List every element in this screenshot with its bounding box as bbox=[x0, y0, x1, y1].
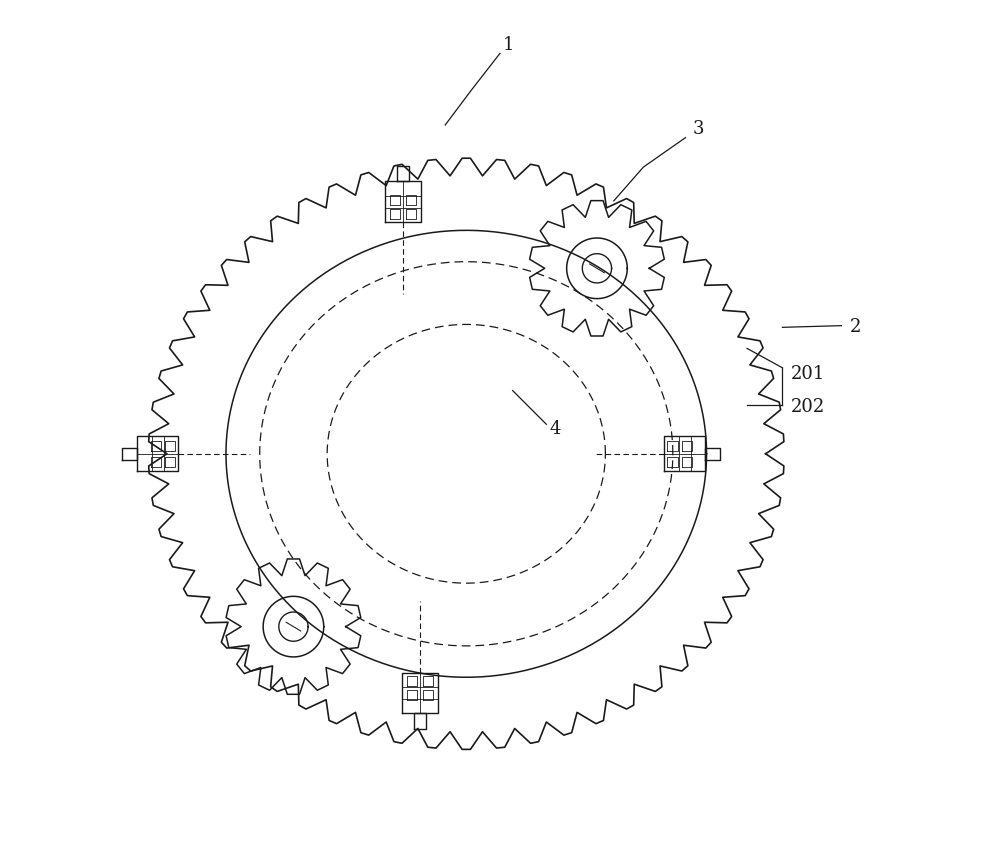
Text: 4: 4 bbox=[549, 419, 560, 438]
Text: 201: 201 bbox=[791, 365, 825, 383]
Text: 3: 3 bbox=[692, 120, 704, 138]
Text: 1: 1 bbox=[503, 36, 514, 54]
Text: 2: 2 bbox=[850, 318, 861, 336]
Text: 202: 202 bbox=[791, 399, 825, 417]
